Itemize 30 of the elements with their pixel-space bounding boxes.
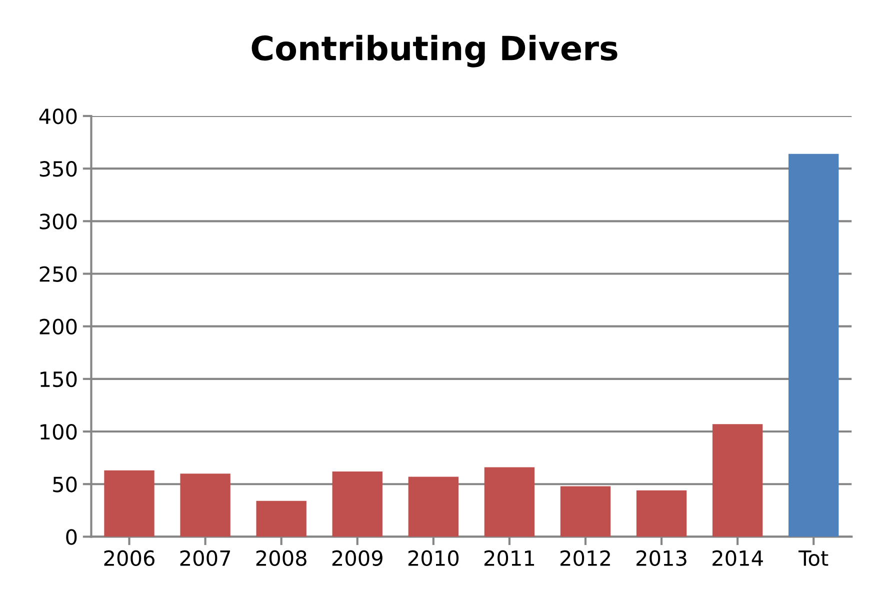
bar — [408, 476, 459, 537]
bar — [180, 474, 230, 537]
x-tick-label: 2009 — [332, 550, 382, 566]
y-tick-label: 50 — [53, 476, 77, 492]
y-tick-label: 350 — [40, 161, 77, 177]
y-tick-label: 100 — [40, 424, 77, 440]
x-tick-label: 2006 — [104, 550, 154, 566]
bar — [560, 486, 611, 537]
x-tick-label: 2013 — [636, 550, 686, 566]
bar — [788, 154, 839, 537]
y-tick-label: 0 — [66, 529, 77, 545]
x-tick-label: 2010 — [408, 550, 459, 566]
bar — [484, 467, 535, 537]
chart-title: Contributing Divers — [252, 34, 618, 68]
bar — [332, 471, 382, 537]
bar — [104, 470, 154, 537]
y-tick-label: 150 — [40, 371, 77, 388]
x-tick-label: 2008 — [256, 550, 306, 566]
x-tick-label: 2014 — [712, 550, 763, 566]
y-tick-label: 250 — [40, 266, 77, 282]
bar — [256, 500, 306, 537]
x-tick-label: 2012 — [560, 550, 610, 566]
x-tick-label: Tot — [798, 550, 828, 566]
y-tick-label: 200 — [40, 318, 77, 335]
y-tick-label: 300 — [40, 214, 77, 230]
x-tick-label: 2007 — [180, 550, 230, 566]
bar — [712, 424, 763, 537]
bar — [636, 490, 687, 537]
x-tick-label: 2011 — [484, 550, 534, 566]
y-tick-label: 400 — [39, 108, 77, 124]
